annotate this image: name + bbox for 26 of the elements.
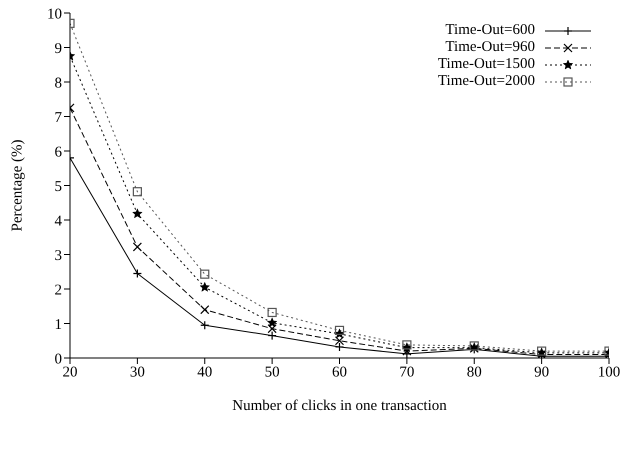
x-tick-label: 80 [466,364,482,381]
legend-label: Time-Out=600 [445,22,535,39]
y-tick-label: 10 [47,6,62,22]
legend-label: Time-Out=2000 [438,73,535,90]
y-tick-label: 6 [54,144,62,160]
x-tick-label: 40 [197,364,212,381]
x-axis-title: Number of clicks in one transaction [232,398,448,414]
y-tick-label: 8 [54,75,62,92]
legend-label: Time-Out=960 [445,39,535,56]
y-tick-label: 9 [54,40,62,57]
x-tick-label: 20 [62,364,78,381]
x-tick-label: 90 [534,364,550,381]
x-tick-label: 60 [332,364,347,381]
y-axis-title: Percentage (%) [9,139,26,232]
y-tick-label: 5 [54,178,62,195]
y-tick-label: 4 [54,213,62,230]
x-tick-label: 30 [130,364,145,381]
x-tick-label: 70 [399,364,414,381]
x-tick-label: 50 [264,364,280,381]
y-tick-label: 3 [54,248,62,264]
legend-label: Time-Out=1500 [438,56,535,73]
x-tick-label: 100 [598,364,620,381]
y-tick-label: 7 [54,110,62,126]
y-tick-label: 0 [54,351,62,368]
y-tick-label: 2 [54,282,62,298]
y-tick-label: 1 [54,316,62,333]
